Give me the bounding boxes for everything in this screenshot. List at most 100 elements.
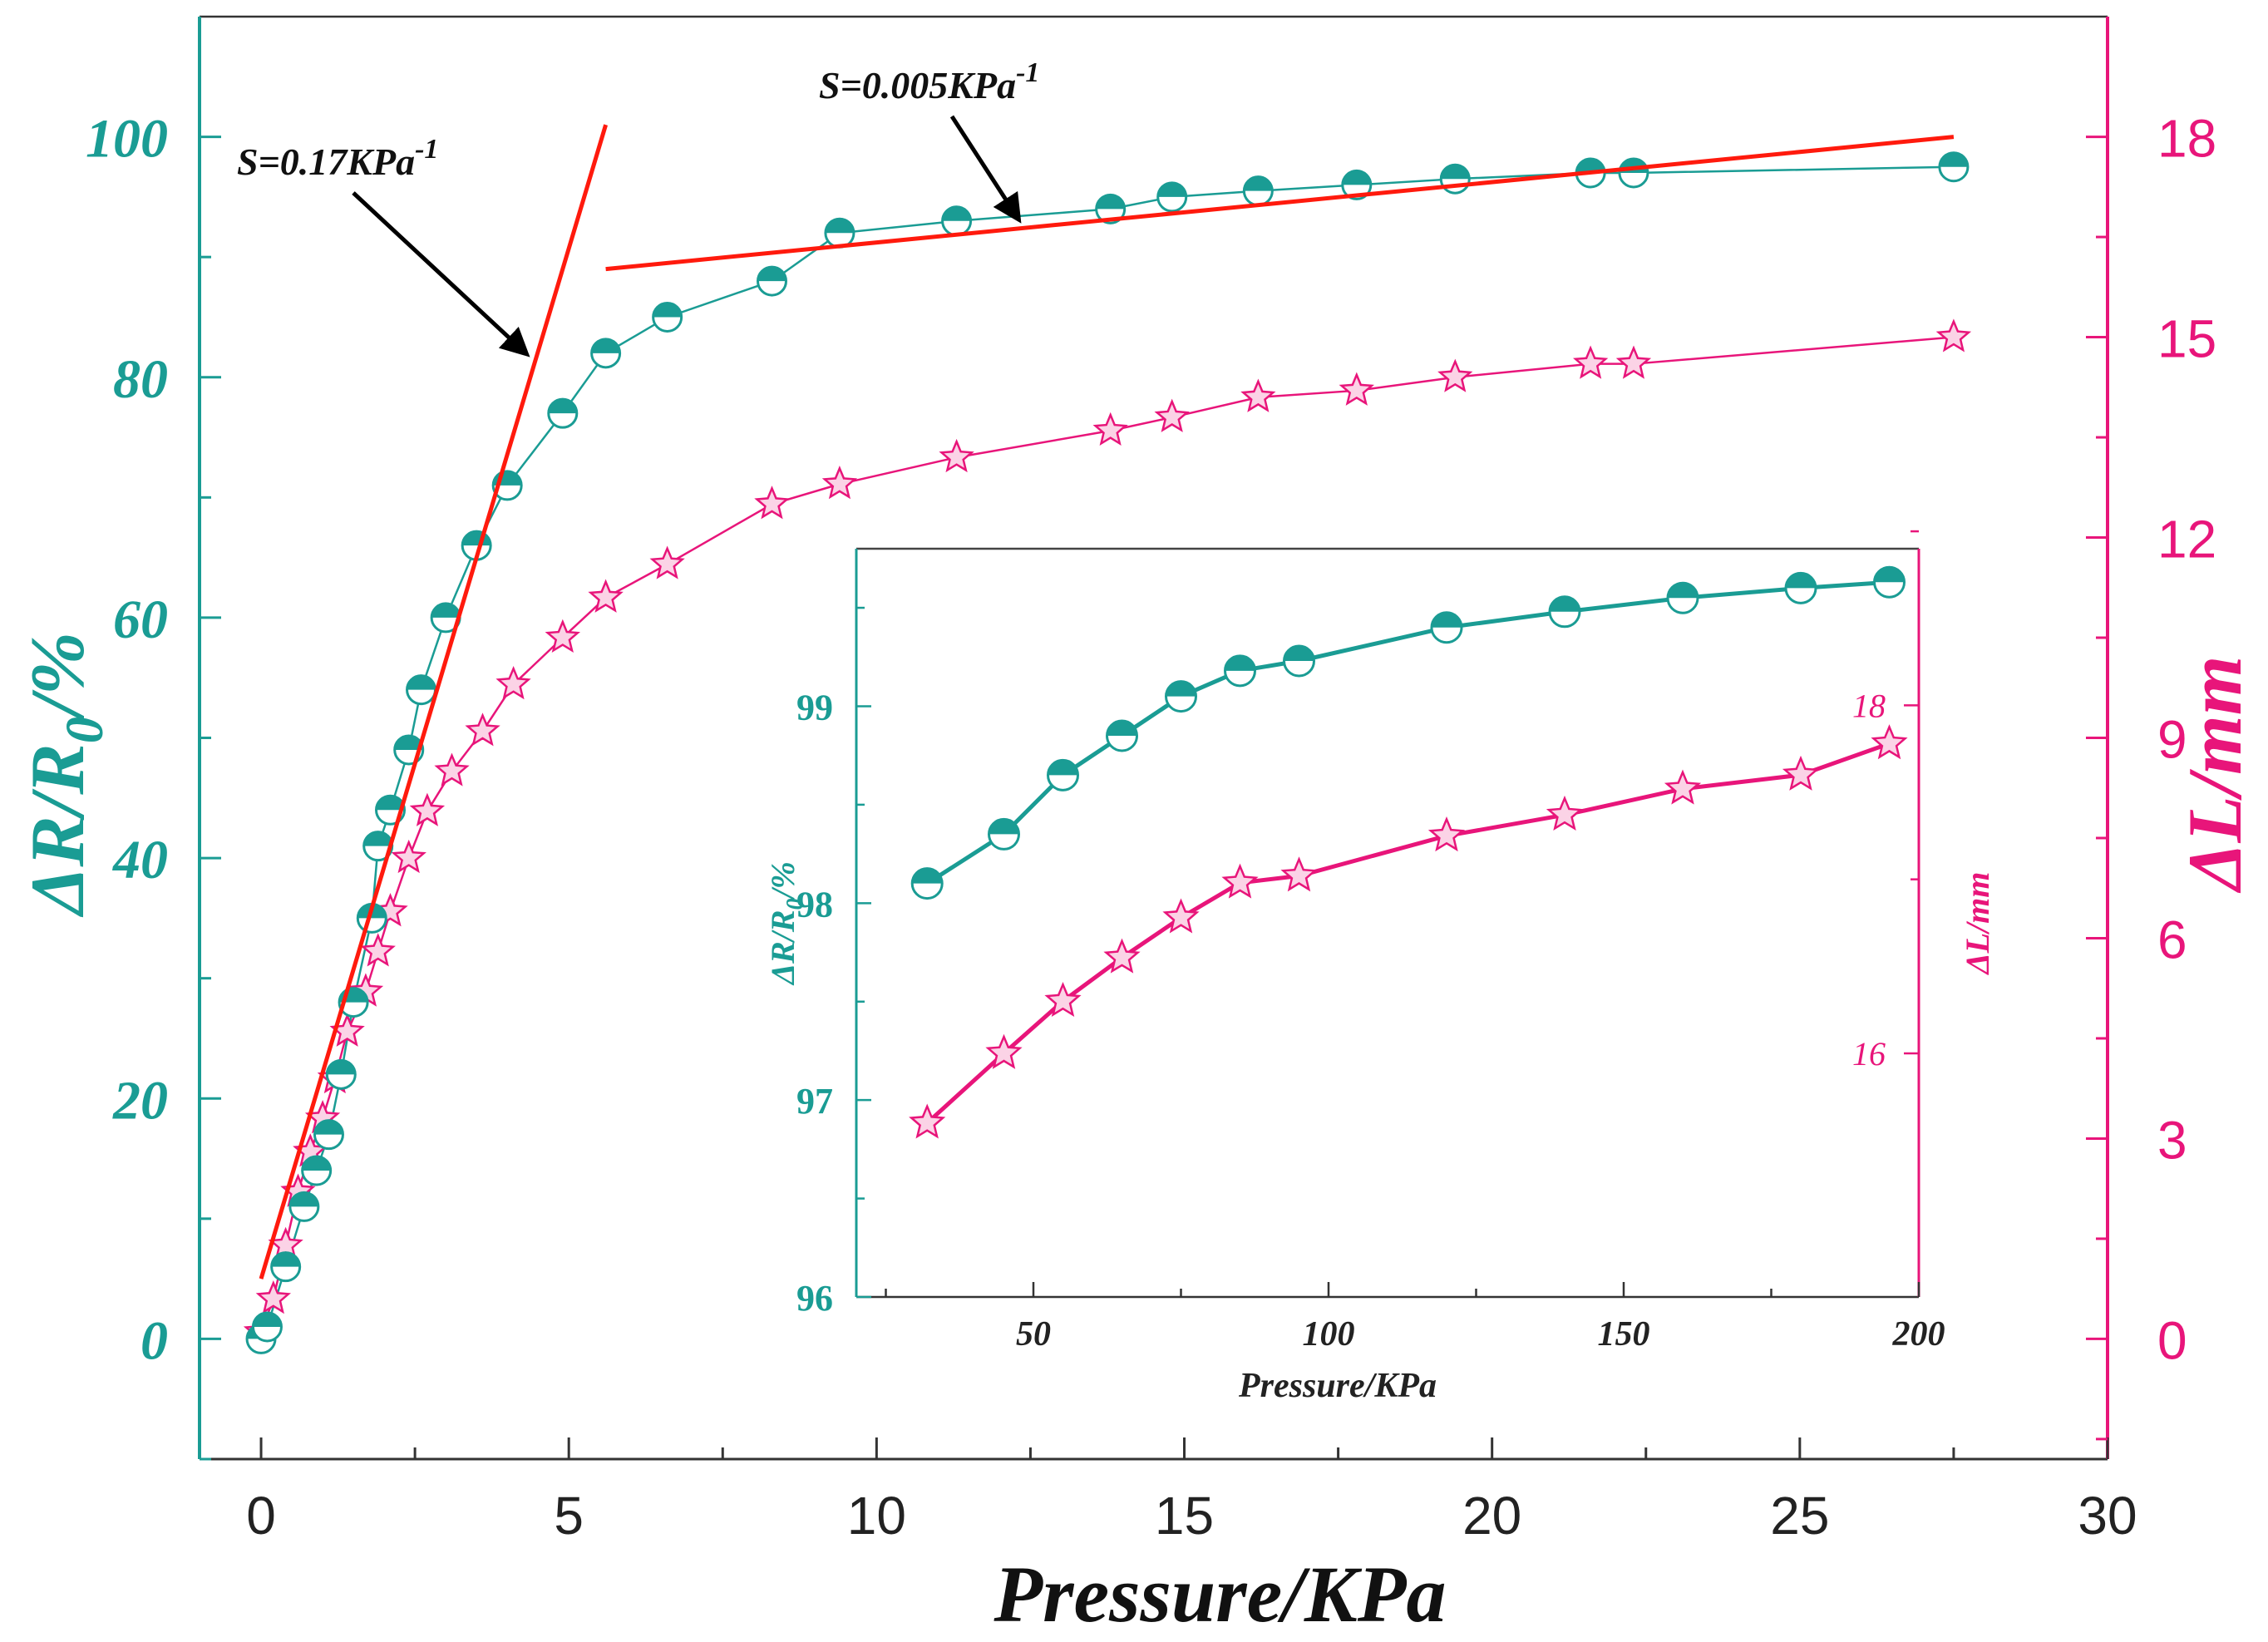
main-yl-axis-title: ΔR/R0/% [15,632,114,918]
main-fit-line-1 [259,124,609,1280]
main-yr-tick-label: 12 [2157,510,2216,570]
main-length-point [649,545,685,579]
main-resistance-point-fill [1576,158,1605,173]
main-resistance-point-fill [376,796,405,811]
main-resistance-point [1095,193,1127,224]
main-resistance-point-fill [394,735,423,750]
inset-x-tick-label: 150 [1598,1315,1650,1354]
inset-yl-axis-title-sub: 0 [782,898,808,910]
annotation-base: S=0.005KPa [819,64,1016,106]
inset-yr-tick-label: 18 [1852,687,1886,724]
annotation-base: S=0.17KPa [237,141,415,183]
main-resistance-point-fill [825,219,854,234]
annotation-sup: -1 [415,134,438,165]
main-yr-tick-label: 18 [2157,109,2216,169]
main-resistance-point [325,1058,357,1090]
main-yr-tick-label: 9 [2157,710,2187,770]
main-resistance-point-fill [548,399,577,414]
main-resistance-point [824,217,855,249]
annotation-arrow-1 [352,191,530,357]
inset-resistance-point-fill [1166,681,1196,697]
inset-resistance-point-fill [989,819,1019,835]
inset-length-point [1280,856,1318,892]
main-length-point [1240,378,1276,412]
inset-length-point [1427,816,1466,852]
inset-axes: 50 100 150 200 96 97 98 99 16 18 [796,530,1945,1354]
main-resistance-point-fill [1441,165,1470,180]
inset-yl-tick-label: 99 [796,687,833,727]
inset-length-point [1546,795,1584,831]
main-length-point [754,486,790,520]
inset-length-point [1044,981,1082,1018]
main-x-tick-label: 20 [1462,1486,1521,1546]
main-length-point [434,752,470,786]
inset-resistance-point [1430,611,1463,644]
main-resistance-point [430,602,461,634]
main-resistance-point [1938,151,1970,183]
inset-series-length-line [925,742,1891,1125]
main-length-point [939,438,974,473]
inset-yl-tick-label: 98 [796,884,833,925]
inset-resistance-point-fill [1284,646,1314,661]
main-resistance-point-fill [253,1312,282,1327]
inset-resistance-point-fill [1786,573,1816,589]
inset-x-tick-label: 100 [1303,1315,1355,1354]
inset-resistance-point [1283,644,1315,678]
inset-yl-axis-title-rest: /% [764,861,801,900]
main-yl-axis-title-rest: /% [15,632,100,722]
main-length-point [545,619,580,653]
main-resistance-point [757,265,787,297]
inset-length-point [1782,755,1820,791]
inset-yr-axis-title: ΔL/mm [1959,872,1996,976]
main-length-point [1615,345,1652,379]
main-resistance-point [251,1311,283,1343]
main-resistance-point-fill [942,206,971,221]
main-yl-tick-label: 40 [111,830,168,890]
main-resistance-point [1341,169,1373,200]
annotation-1: S=0.17KPa-1 [237,134,438,183]
main-length-point [465,713,500,747]
main-resistance-point [313,1119,344,1151]
main-resistance-point-fill [363,831,392,846]
main-resistance-point [652,301,683,333]
main-resistance-point [1439,163,1471,195]
main-resistance-point [406,674,437,706]
inset-resistance-point-fill [1225,655,1255,671]
main-length-point [360,933,396,967]
inset-resistance-point-fill [1874,567,1905,583]
inset-resistance-point [1224,654,1256,688]
inset-length-point [985,1033,1023,1069]
main-resistance-point-fill [289,1192,318,1207]
main-x-tick-label: 5 [554,1486,584,1546]
main-resistance-point [301,1155,333,1186]
inset-resistance-point [988,817,1020,851]
inset-resistance-point [1873,565,1906,599]
main-resistance-point [547,397,579,429]
main-yr-axis-title: ΔL/mm [2172,656,2257,895]
main-fit-line-2 [605,135,1955,272]
inset-yr-tick-label: 16 [1852,1035,1886,1072]
inset-yl-axis-title-main: ΔR/R [764,910,801,986]
main-yl-tick-label: 60 [113,589,168,650]
main-x-tick-label: 25 [1770,1486,1829,1546]
main-yr-tick-label: 6 [2157,910,2187,969]
main-yl-tick-label: 100 [86,109,168,170]
main-x-axis-title: Pressure/KPa [993,1550,1446,1638]
main-resistance-point-fill [462,531,491,546]
main-yl-tick-label: 0 [141,1310,168,1371]
inset-x-tick-label: 200 [1892,1315,1945,1354]
main-yl-axis-title-sub: 0 [55,717,114,743]
inset-resistance-point [1784,571,1817,604]
inset-yl-tick-label: 96 [796,1278,833,1319]
main-resistance-point [288,1191,320,1222]
inset-x-axis-title: Pressure/KPa [1238,1367,1437,1405]
main-resistance-point [1242,175,1274,207]
main-yl-tick-label: 20 [112,1070,168,1131]
main-length-point [1437,358,1473,392]
inset-resistance-point-fill [1432,612,1462,628]
main-length-point [821,466,858,500]
main-resistance-point [941,205,973,237]
inset-resistance-point [1047,758,1079,791]
